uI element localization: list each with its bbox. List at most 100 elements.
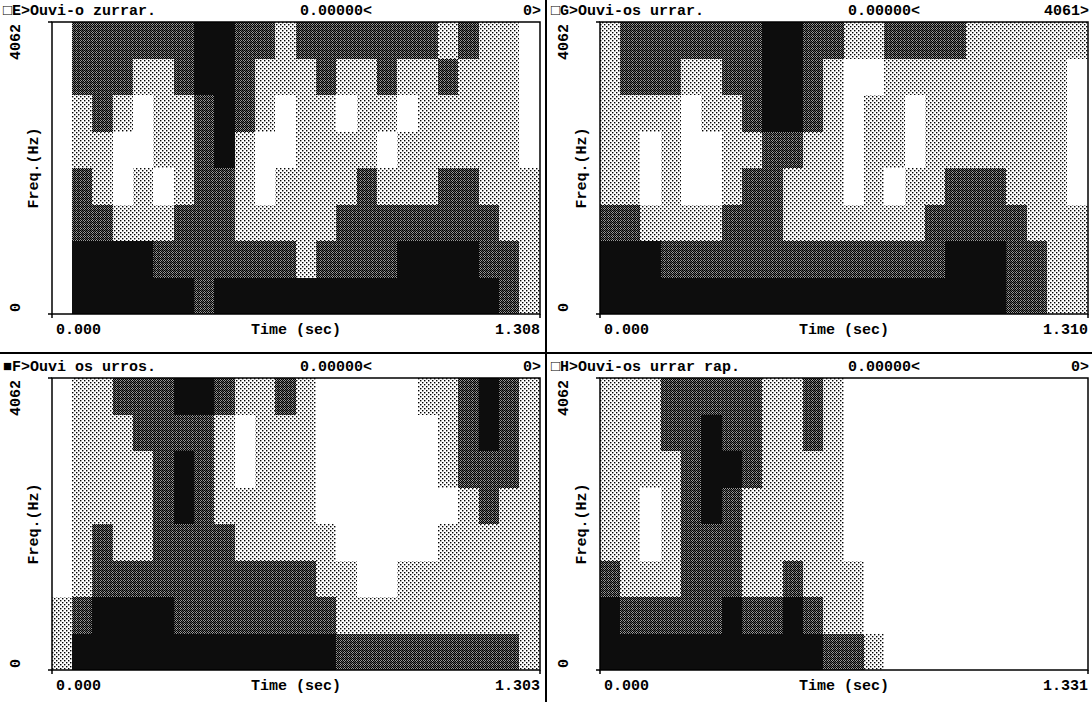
cell [803, 58, 824, 95]
cell [1047, 633, 1068, 670]
cell [153, 95, 174, 132]
cell [357, 22, 378, 59]
cell [620, 241, 641, 278]
cell [479, 597, 500, 634]
cell [235, 633, 256, 670]
cell [194, 58, 215, 95]
cell [458, 168, 479, 205]
cell [397, 241, 418, 278]
cell [722, 168, 743, 205]
cell [458, 277, 479, 314]
cell [296, 487, 317, 524]
cell [214, 560, 236, 597]
cell [1067, 277, 1088, 314]
cell [377, 414, 398, 451]
cell [803, 168, 824, 205]
panel-title: □E>Ouvi-o zurrar. [3, 3, 156, 20]
cell [336, 131, 357, 168]
x-tick [539, 670, 541, 674]
cell [681, 277, 702, 314]
cell [986, 277, 1007, 314]
cell [377, 633, 398, 670]
plot-frame [600, 22, 1088, 314]
cell [742, 524, 763, 561]
cell [905, 451, 926, 488]
cell [479, 204, 500, 241]
cell [72, 241, 93, 278]
cell [418, 597, 439, 634]
cell [1067, 58, 1088, 95]
cell [153, 378, 174, 415]
cell [296, 378, 317, 415]
cell [255, 241, 276, 278]
cell [255, 204, 276, 241]
cell [600, 560, 621, 597]
cell [742, 204, 763, 241]
cell [864, 277, 885, 314]
cell [681, 633, 702, 670]
cell [925, 414, 946, 451]
cell [458, 487, 480, 524]
cell [133, 277, 154, 314]
cell [945, 414, 966, 451]
cell [884, 378, 905, 415]
cell [275, 131, 296, 168]
cell [316, 560, 337, 597]
cell [620, 560, 641, 597]
cell [701, 524, 722, 561]
cell [762, 204, 783, 241]
cell [681, 414, 702, 451]
cell [925, 131, 946, 168]
cell [1027, 487, 1048, 524]
cell [336, 204, 357, 241]
cell [194, 451, 215, 488]
cell [214, 524, 236, 561]
cell [174, 633, 195, 670]
cell [905, 487, 926, 524]
cell [1006, 414, 1027, 451]
cell [499, 22, 520, 59]
y-tick-label: 4062 [556, 380, 573, 416]
y-axis-title: Freq.(Hz) [26, 127, 43, 208]
cell [681, 22, 702, 59]
cell [986, 241, 1007, 278]
cell [438, 597, 459, 634]
cell [681, 204, 702, 241]
x-tick-label: 0.000 [604, 322, 649, 339]
cell [986, 378, 1007, 415]
cell [905, 560, 926, 597]
cell [519, 560, 540, 597]
cell [722, 487, 743, 524]
cell [194, 524, 215, 561]
cell [620, 451, 641, 488]
cell [661, 524, 682, 561]
cell [844, 22, 865, 59]
cell [377, 95, 398, 132]
cell [823, 597, 844, 634]
cell [742, 487, 763, 524]
cell [823, 58, 844, 95]
cell [823, 487, 844, 524]
cell [479, 95, 500, 132]
cell [214, 241, 235, 278]
cell [72, 560, 93, 597]
cell [945, 95, 966, 132]
cell [499, 487, 520, 524]
x-tick [1087, 314, 1089, 318]
cell [844, 451, 865, 488]
cell [1047, 524, 1068, 561]
cells [52, 22, 540, 314]
cell [92, 560, 113, 597]
cell [499, 524, 520, 561]
cell [214, 131, 235, 168]
cell [113, 241, 134, 278]
cell [133, 168, 154, 205]
cell [296, 451, 317, 488]
cell [214, 204, 235, 241]
cell [235, 131, 256, 168]
cell [479, 378, 500, 415]
cell [966, 131, 987, 168]
cell [519, 22, 540, 59]
cell [681, 560, 702, 597]
cell [661, 560, 682, 597]
